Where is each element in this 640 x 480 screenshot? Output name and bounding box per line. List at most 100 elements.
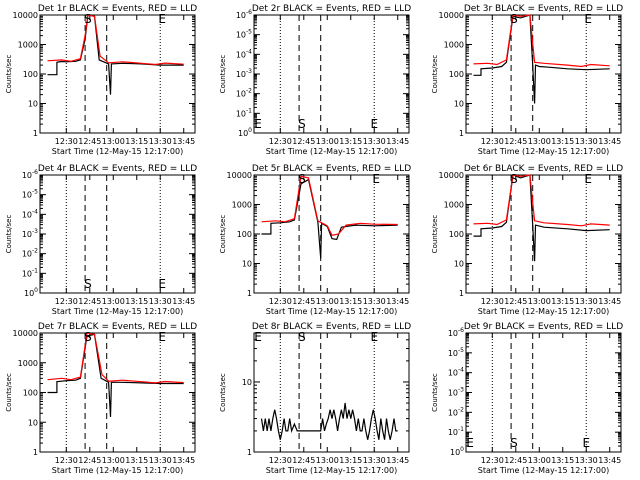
end-marker: E: [254, 117, 262, 131]
y-tick-label: 1000: [18, 41, 38, 50]
y-tick-label: 10: [454, 100, 464, 109]
x-tick-label: 13:45: [172, 297, 195, 306]
x-tick-label: 13:45: [598, 297, 621, 306]
x-tick-label: 13:30: [149, 137, 172, 146]
x-axis-label: Start Time (12-May-15 12:17:00): [52, 466, 183, 475]
x-tick-label: 13:30: [575, 297, 598, 306]
y-tick-label: 1000: [232, 201, 252, 210]
panel-title: Det 7r BLACK = Events, RED = LLD: [38, 322, 197, 332]
y-tick-label: 10: [242, 378, 252, 387]
y-tick-label: 10000: [13, 329, 38, 338]
x-axis-label: Start Time (12-May-15 12:17:00): [52, 307, 183, 316]
x-tick-label: 12:45: [78, 456, 101, 465]
y-tick-label: 10-2: [22, 248, 38, 259]
y-tick-label: 10-3: [22, 228, 38, 239]
y-tick-label: 10-5: [448, 347, 464, 358]
x-tick-label: 12:45: [292, 297, 315, 306]
x-tick-label: 13:15: [125, 297, 148, 306]
plot-frame: [253, 14, 410, 134]
lld-series-line: [261, 175, 398, 236]
x-tick-label: 13:30: [363, 137, 386, 146]
y-tick-label: 100: [237, 230, 252, 239]
x-tick-label: 13:45: [598, 456, 621, 465]
detector-panel-4: Det 4r BLACK = Events, RED = LLD 12:30 12:…: [5, 164, 197, 316]
lld-series-line: [473, 14, 610, 68]
y-tick-label: 10000: [439, 11, 464, 20]
start-marker: S: [84, 12, 92, 26]
x-tick-label: 13:00: [102, 137, 125, 146]
x-tick-label: 12:45: [78, 137, 101, 146]
x-axis-label: Start Time (12-May-15 12:17:00): [52, 147, 183, 156]
y-tick-label: 100: [450, 446, 464, 457]
start-marker: S: [510, 172, 518, 186]
x-tick-label: 13:15: [125, 456, 148, 465]
x-tick-label: 12:45: [504, 137, 527, 146]
x-tick-label: 13:45: [172, 137, 195, 146]
y-tick-label: 1000: [18, 359, 38, 368]
detector-panel-6: Det 6r BLACK = Events, RED = LLD 12:30 12:…: [431, 164, 623, 316]
end-marker: E: [370, 330, 378, 344]
x-tick-label: 13:45: [172, 456, 195, 465]
y-tick-label: 100: [449, 230, 464, 239]
y-axis-label: Counts/sec: [431, 373, 439, 412]
y-axis-label: Counts/sec: [219, 373, 227, 412]
y-tick-label: 100: [449, 70, 464, 79]
y-axis-label: Counts/sec: [5, 215, 13, 254]
start-marker: S: [510, 12, 518, 26]
y-tick-label: 10: [28, 418, 38, 427]
y-tick-label: 10000: [439, 171, 464, 180]
x-tick-label: 12:30: [269, 456, 292, 465]
y-tick-label: 10-3: [236, 68, 252, 79]
y-tick-label: 1000: [444, 41, 464, 50]
plot-frame: [39, 14, 196, 134]
x-tick-label: 13:15: [125, 137, 148, 146]
panel-title: Det 5r BLACK = Events, RED = LLD: [252, 164, 411, 174]
x-tick-label: 13:30: [363, 456, 386, 465]
panel-title: Det 4r BLACK = Events, RED = LLD: [38, 164, 197, 174]
events-series-line: [261, 178, 398, 259]
y-tick-label: 10-4: [22, 208, 38, 219]
y-tick-label: 10000: [13, 11, 38, 20]
y-tick-label: 1: [459, 129, 464, 138]
detector-panel-1: Det 1r BLACK = Events, RED = LLD 12:30 12:…: [5, 4, 197, 156]
y-tick-label: 10-1: [236, 107, 252, 118]
y-tick-label: 10-5: [22, 189, 38, 200]
y-tick-label: 10-5: [236, 29, 252, 40]
x-tick-label: 13:15: [551, 137, 574, 146]
y-tick-label: 10-2: [236, 88, 252, 99]
y-tick-label: 10-6: [448, 327, 464, 338]
x-tick-label: 13:00: [528, 456, 551, 465]
plot-frame: [39, 332, 196, 453]
x-tick-label: 12:45: [292, 137, 315, 146]
y-tick-label: 10-6: [22, 169, 38, 180]
x-tick-label: 13:00: [316, 137, 339, 146]
x-tick-label: 13:15: [551, 297, 574, 306]
x-tick-label: 12:30: [481, 456, 504, 465]
plot-frame: [39, 174, 196, 294]
panel-title: Det 1r BLACK = Events, RED = LLD: [38, 4, 197, 14]
plot-frame: [465, 174, 622, 294]
x-tick-label: 13:30: [575, 456, 598, 465]
x-tick-label: 12:30: [55, 297, 78, 306]
x-tick-label: 13:00: [316, 297, 339, 306]
y-tick-label: 100: [238, 127, 252, 138]
y-tick-label: 10-1: [22, 267, 38, 278]
y-tick-label: 100: [24, 287, 38, 298]
x-axis-label: Start Time (12-May-15 12:17:00): [478, 307, 609, 316]
end-marker: E: [158, 330, 166, 344]
start-marker: S: [298, 330, 306, 344]
y-tick-label: 1: [33, 129, 38, 138]
events-series-line: [473, 174, 610, 262]
y-axis-label: Counts/sec: [219, 55, 227, 94]
x-tick-label: 13:00: [102, 297, 125, 306]
start-marker: S: [84, 330, 92, 344]
x-tick-label: 13:30: [363, 297, 386, 306]
y-tick-label: 10: [242, 260, 252, 269]
plot-frame: [465, 14, 622, 134]
x-tick-label: 12:30: [55, 456, 78, 465]
y-axis-label: Counts/sec: [5, 373, 13, 412]
end-marker: E: [254, 330, 262, 344]
end-marker: E: [158, 277, 166, 291]
x-tick-label: 13:15: [339, 137, 362, 146]
